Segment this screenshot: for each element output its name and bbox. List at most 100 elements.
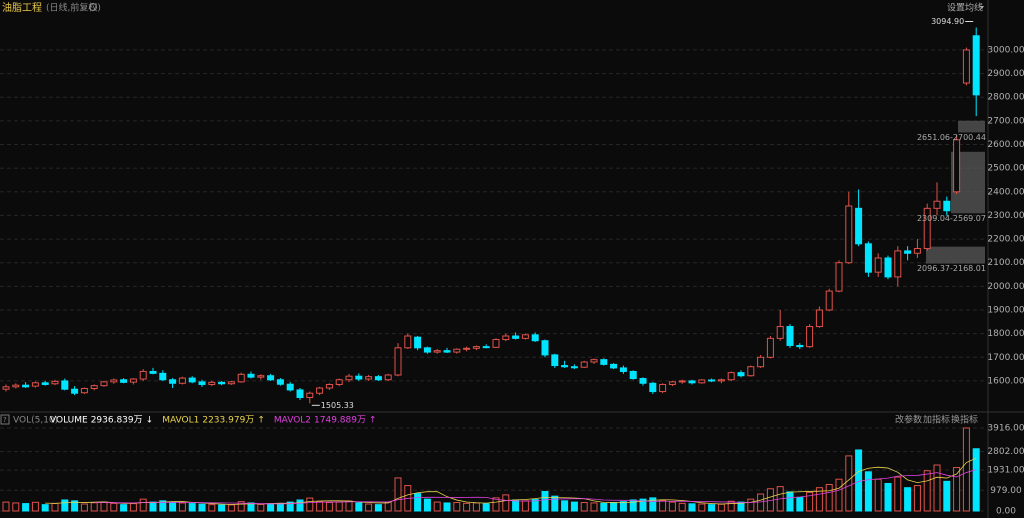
volume-bar xyxy=(463,502,471,512)
y-tick-label: 1931.00 xyxy=(987,466,1024,476)
y-tick-label: 2802.00 xyxy=(987,447,1024,457)
volume-bar xyxy=(188,503,196,512)
volume-bar xyxy=(296,499,304,512)
candle-body xyxy=(71,388,79,394)
candle-body xyxy=(276,379,284,385)
volume-bar xyxy=(649,497,657,512)
volume-bar xyxy=(610,502,618,512)
volume-bar xyxy=(502,494,510,512)
candle-body xyxy=(325,383,333,389)
candle-body xyxy=(796,344,804,348)
candle-body xyxy=(404,335,412,349)
candle-body xyxy=(639,378,647,384)
candle-body xyxy=(188,377,196,383)
candle-body xyxy=(31,382,39,387)
indicator-button[interactable]: 换指标 xyxy=(951,414,978,426)
readout-name: VOLUME xyxy=(50,416,88,426)
y-tick-label: 2300.00 xyxy=(987,211,1024,221)
ma-menu[interactable]: 设置均线 xyxy=(947,2,983,14)
candle-body xyxy=(747,366,755,377)
volume-bar xyxy=(31,501,39,512)
volume-bar xyxy=(423,498,431,512)
candle-body xyxy=(953,139,961,193)
candle-body xyxy=(943,200,951,212)
candle-body xyxy=(521,334,529,339)
volume-bar xyxy=(561,500,569,512)
y-tick-label: 2000.00 xyxy=(987,282,1024,292)
candle-body xyxy=(698,379,706,384)
y-tick-label: 1600.00 xyxy=(987,376,1024,386)
indicator-button[interactable]: 加指标 xyxy=(923,414,950,426)
candle-body xyxy=(972,35,980,96)
candle-body xyxy=(159,372,167,381)
candle-body xyxy=(394,347,402,376)
y-tick-label: 2700.00 xyxy=(987,116,1024,126)
candle-body xyxy=(472,346,480,349)
volume-bar xyxy=(590,502,598,512)
volume-bar xyxy=(472,502,480,512)
indicator-button[interactable]: 改参数 xyxy=(895,414,922,426)
volume-bar xyxy=(453,502,461,512)
volume-bar xyxy=(218,504,226,512)
candle-body xyxy=(374,376,382,381)
candle-body xyxy=(41,382,49,385)
menu-caret xyxy=(980,6,984,9)
readout-value: 2936.839万 xyxy=(91,416,143,426)
y-tick-label: 2100.00 xyxy=(987,258,1024,268)
y-tick-label: 2400.00 xyxy=(987,187,1024,197)
candle-body xyxy=(257,375,265,378)
volume-bar xyxy=(884,482,892,512)
candle-body xyxy=(433,350,441,353)
candle-body xyxy=(776,326,784,339)
candle-body xyxy=(51,380,59,385)
readout-value: 2233.979万 xyxy=(202,416,254,426)
volume-bar xyxy=(639,498,647,512)
candle-body xyxy=(120,379,128,383)
candle-body xyxy=(482,346,490,349)
candle-body xyxy=(580,361,588,368)
candle-body xyxy=(345,375,353,381)
volume-bar xyxy=(668,501,676,512)
volume-bar xyxy=(825,484,833,512)
volume-bar xyxy=(41,504,49,512)
volume-bar xyxy=(678,502,686,512)
candle-body xyxy=(590,359,598,363)
volume-bar xyxy=(913,485,921,512)
candle-body xyxy=(708,379,716,382)
volume-bar xyxy=(521,500,529,512)
candle-body xyxy=(453,348,461,353)
volume-bar xyxy=(923,470,931,512)
candle-body xyxy=(286,383,294,391)
volume-bar xyxy=(786,491,794,512)
candle-body xyxy=(619,367,627,372)
help-box[interactable] xyxy=(0,414,10,425)
candle-body xyxy=(247,373,255,378)
candle-body xyxy=(845,205,853,264)
candle-body xyxy=(80,387,88,394)
volume-bar xyxy=(600,502,608,512)
volume-bar xyxy=(864,471,872,512)
candle-body xyxy=(198,381,206,385)
volume-bar xyxy=(384,501,392,512)
candle-body xyxy=(414,336,422,349)
candle-body xyxy=(227,381,235,385)
volume-bar xyxy=(159,500,167,512)
candle-body xyxy=(90,385,98,389)
volume-bar xyxy=(394,477,402,512)
candle-body xyxy=(766,337,774,358)
candle-body xyxy=(757,356,765,368)
candle-body xyxy=(149,370,157,374)
candle-body xyxy=(629,370,637,380)
volume-bar xyxy=(688,503,696,512)
volume-bar xyxy=(757,493,765,512)
volume-bar xyxy=(531,499,539,512)
candle-body xyxy=(649,382,657,393)
settings-icon[interactable] xyxy=(89,3,97,11)
indicator-name: VOL(5,10) xyxy=(13,416,58,426)
volume-bar xyxy=(933,464,941,512)
candle-body xyxy=(22,384,30,388)
candle-body xyxy=(463,347,471,350)
candle-body xyxy=(237,373,245,383)
candle-body xyxy=(208,381,216,385)
